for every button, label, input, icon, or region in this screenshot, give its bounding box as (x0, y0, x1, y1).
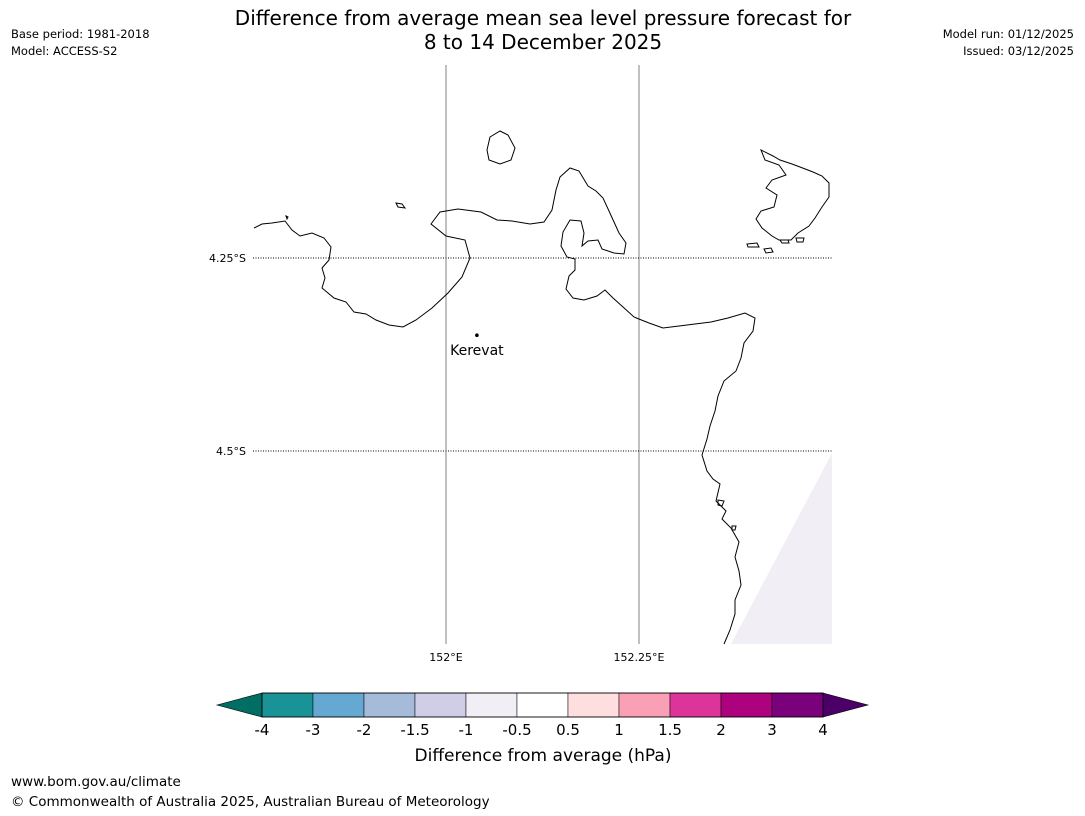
colorbar-segment (261, 692, 314, 718)
coastline-islet-c (779, 239, 790, 244)
kerevat-marker (475, 333, 479, 338)
model-text: Model: ACCESS-S2 (11, 44, 118, 58)
coastline-main (253, 167, 756, 645)
coastline-islands-ne (755, 148, 830, 241)
colorbar-tick-label: 2 (716, 721, 726, 739)
footer-copyright: © Commonwealth of Australia 2025, Austra… (11, 794, 490, 810)
colorbar-segment (465, 692, 518, 718)
page-title: Difference from average mean sea level p… (143, 6, 943, 54)
colorbar-segment (516, 692, 569, 718)
colorbar-tick-label: -2 (357, 721, 372, 739)
colorbar-segment (771, 692, 824, 718)
colorbar-tick-label: 0.5 (556, 721, 580, 739)
anomaly-shading (731, 453, 832, 644)
colorbar-segment (312, 692, 365, 718)
kerevat-label: Kerevat (450, 343, 504, 359)
coastline-islet-e (717, 499, 725, 507)
colorbar-tick-label: -3 (306, 721, 321, 739)
lon-label-152-25: 152.25°E (614, 651, 665, 664)
coastline-group (253, 130, 830, 645)
base-period-text: Base period: 1981-2018 (11, 27, 150, 41)
lon-label-152: 152°E (429, 651, 462, 664)
colorbar-under-arrow (215, 692, 263, 718)
colorbar-segment (363, 692, 416, 718)
colorbar-outline (261, 692, 824, 718)
coastline-islet-a (746, 242, 760, 248)
colorbar-label: Difference from average (hPa) (414, 746, 672, 766)
coastline-islet-d (795, 237, 805, 243)
colorbar-tick-label: -1 (459, 721, 474, 739)
model-run-text: Model run: 01/12/2025 (942, 27, 1074, 41)
colorbar-tick-label: 1 (614, 721, 624, 739)
coastline-island-1 (486, 130, 516, 165)
coastline-island-3 (285, 215, 289, 221)
coastline-islet-f (731, 525, 737, 531)
lat-label-4-25: 4.25°S (209, 252, 246, 265)
title-line-1: Difference from average mean sea level p… (234, 6, 852, 30)
footer-url[interactable]: www.bom.gov.au/climate (11, 774, 181, 790)
header-right: Model run: 01/12/2025 Issued: 03/12/2025 (943, 26, 1074, 60)
lat-label-4-5: 4.5°S (216, 445, 246, 458)
issued-text: Issued: 03/12/2025 (963, 44, 1074, 58)
colorbar-segment (720, 692, 773, 718)
colorbar-tick-label: -1.5 (400, 721, 429, 739)
colorbar-segment (669, 692, 722, 718)
colorbar-tick-label: -0.5 (502, 721, 531, 739)
title-line-2: 8 to 14 December 2025 (423, 30, 663, 54)
coastline-islet-b (763, 247, 774, 254)
colorbar-segment (567, 692, 620, 718)
colorbar-tick-label: -4 (255, 721, 270, 739)
header-left: Base period: 1981-2018 Model: ACCESS-S2 (11, 26, 150, 60)
colorbar-tick-label: 3 (767, 721, 777, 739)
colorbar-tick-label: 4 (818, 721, 828, 739)
colorbar-segment (618, 692, 671, 718)
colorbar: -4 -3 -2 -1.5 -1 -0.5 0.5 1 1.5 2 3 4 (215, 692, 870, 739)
colorbar-segment (414, 692, 467, 718)
coastline-island-2 (395, 202, 407, 209)
colorbar-tick-label: 1.5 (658, 721, 682, 739)
colorbar-over-arrow (822, 692, 870, 718)
